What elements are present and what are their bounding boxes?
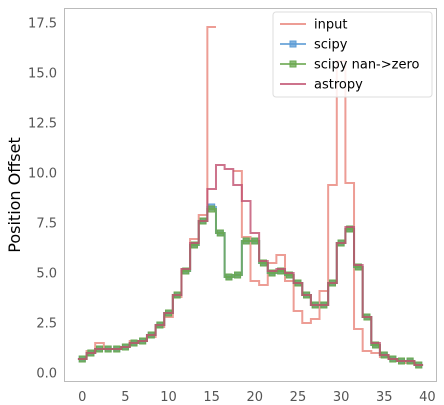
x-tick-label: 5 [121,390,129,405]
data-point [251,237,259,245]
y-tick-label: 12.5 [28,117,57,132]
series-layer [77,26,424,369]
x-tick-label: 10 [160,390,177,405]
y-tick-label: 17.5 [28,17,57,32]
y-tick-label: 10.0 [28,167,57,182]
data-point [234,271,242,279]
legend-label: astropy [314,78,363,93]
legend-label: scipy nan->zero [314,58,420,73]
x-tick-label: 40 [419,390,436,405]
x-tick-label: 15 [203,390,220,405]
data-point [225,273,233,281]
data-point [242,237,250,245]
y-tick-label: 7.5 [36,217,57,232]
legend-marker [289,60,297,68]
y-tick-label: 0.0 [36,367,57,382]
x-tick-label: 20 [247,390,264,405]
data-point [208,205,216,213]
legend-box [272,11,433,98]
legend-label: input [314,18,347,33]
x-tick-label: 35 [376,390,393,405]
legend-label: scipy [314,38,348,53]
legend: input scipy scipy nan->zero astropy [272,11,433,98]
x-tick-labels: 0 5 10 15 20 25 30 35 40 [78,390,436,405]
y-tick-label: 5.0 [36,267,57,282]
legend-marker [289,40,297,48]
x-tick-label: 0 [78,390,86,405]
y-axis-label: Position Offset [5,137,24,252]
x-tick-label: 30 [333,390,350,405]
y-tick-label: 2.5 [36,317,57,332]
y-tick-label: 15.0 [28,67,57,82]
series-astropy [77,164,424,366]
data-point [216,229,224,237]
y-tick-labels: 0.0 2.5 5.0 7.5 10.0 12.5 15.0 17.5 [28,17,57,382]
series-line [77,164,424,366]
x-tick-label: 25 [290,390,307,405]
